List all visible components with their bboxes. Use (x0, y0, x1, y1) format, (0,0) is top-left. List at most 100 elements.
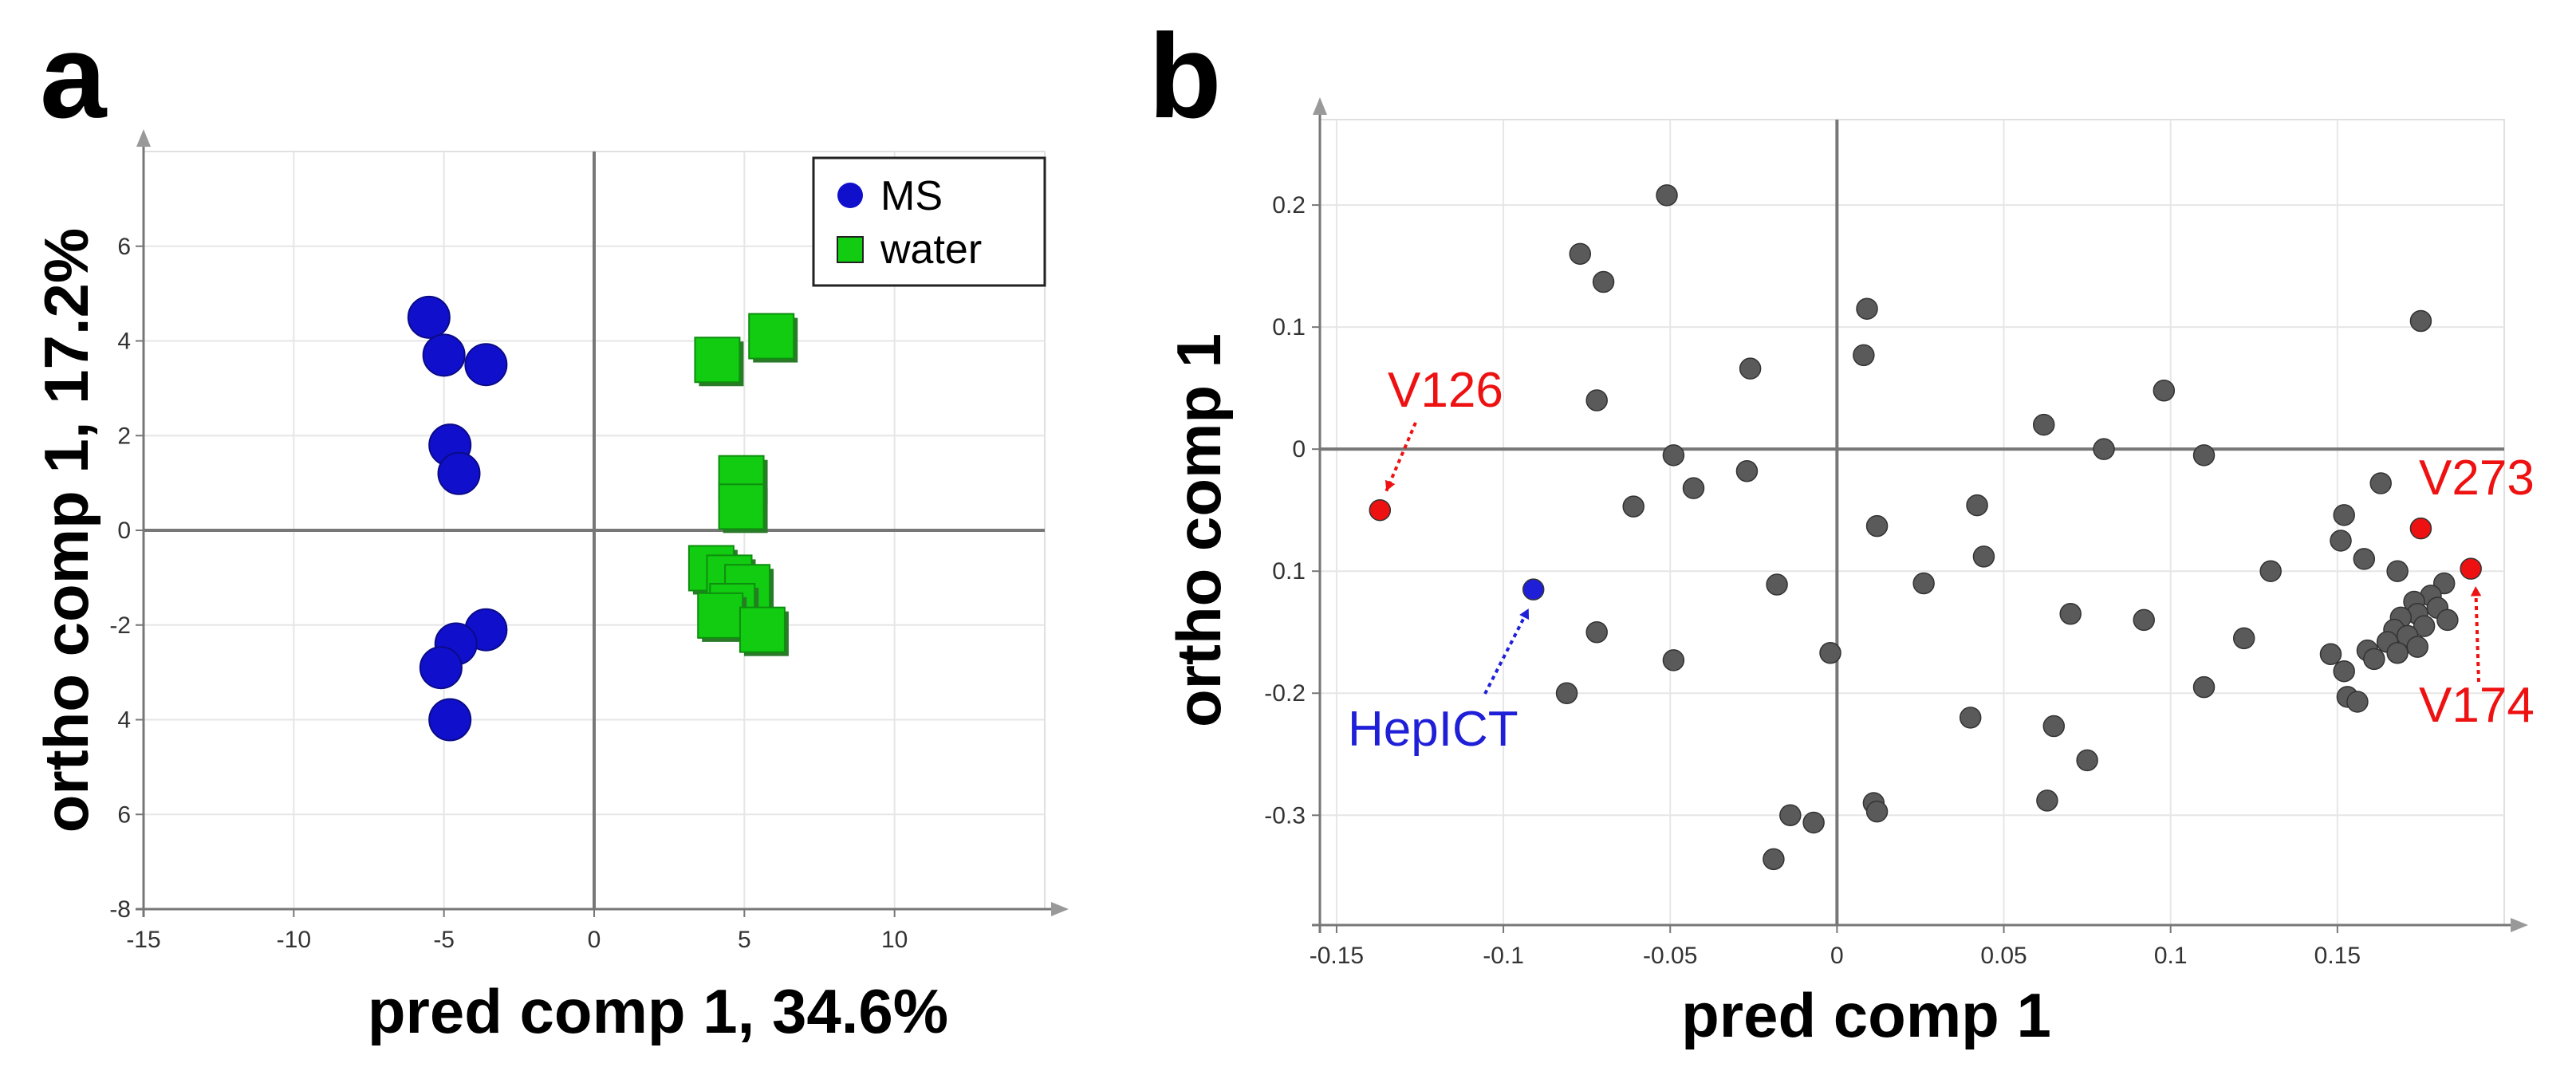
ms-point (437, 451, 481, 495)
variable-point (1739, 357, 1762, 380)
x-tick-label: -0.05 (1643, 943, 1697, 969)
variable-point (1662, 444, 1685, 467)
variable-point (2036, 790, 2058, 812)
annotation-dotted-line (1483, 608, 1530, 695)
panel-a-x-axis-title: pred comp 1, 34.6% (368, 976, 948, 1046)
variable-point (1865, 514, 1889, 538)
annotation-label: HepICT (1348, 702, 1518, 757)
y-tick-label: 4 (117, 329, 131, 355)
hepict-point (1522, 578, 1545, 601)
water-point (739, 606, 786, 653)
panel-a-points (407, 295, 798, 742)
y-tick-label: 2 (117, 423, 131, 449)
variable-point (1592, 270, 1615, 293)
annotation-label: V126 (1388, 363, 1503, 418)
legend-ms-label: MS (880, 173, 943, 219)
y-tick-label: 6 (117, 234, 131, 260)
y-tick-label: 0.1 (1272, 314, 1306, 341)
variable-point (1656, 184, 1678, 207)
y-tick-label: 6 (117, 801, 131, 828)
variable-point (1585, 389, 1608, 411)
variable-point (1779, 804, 1802, 827)
variable-point (2192, 675, 2216, 699)
x-tick-label: 0.15 (2314, 943, 2361, 969)
panel-b-x-axis-title: pred comp 1 (1681, 980, 2051, 1050)
legend-water-label: water (880, 226, 982, 273)
y-axis-arrow (136, 129, 151, 147)
water-point (694, 337, 741, 384)
variable-point (1966, 494, 1988, 517)
variable-point (2319, 643, 2342, 666)
variable-point (1622, 495, 1644, 518)
water-point (718, 483, 765, 530)
legend-box (812, 156, 1046, 287)
variable-point (1682, 477, 1705, 499)
x-tick-label: -5 (433, 927, 455, 953)
variable-point (2363, 648, 2385, 671)
panel-a-scatter-plot: -15 -10 -5 0 5 10 -8 6 4 -2 0 2 4 6 MS water pred co… (31, 129, 1069, 1046)
panel-b-annotations: V126 V273 V174 HepICT (1348, 363, 2535, 757)
variable-point (2076, 749, 2098, 772)
variable-point (2409, 309, 2432, 333)
legend-water-marker (837, 236, 864, 263)
x-tick-label: 0 (588, 927, 601, 953)
variable-point (2042, 715, 2066, 738)
variable-point (2386, 560, 2409, 582)
panel-b-axes (1312, 97, 2528, 933)
legend-ms-marker (837, 183, 863, 208)
y-tick-label: -0.2 (1264, 680, 1306, 707)
variable-point (1853, 344, 1875, 367)
variable-point (2406, 636, 2428, 658)
panel-b-plot-area (1319, 119, 2505, 926)
variable-point (2333, 660, 2355, 683)
panel-a-y-ticks: -8 6 4 -2 0 2 4 6 (109, 234, 144, 923)
y-tick-label: 0 (1292, 436, 1306, 463)
x-tick-label: 5 (738, 927, 751, 953)
ms-point (419, 646, 463, 690)
ms-point (407, 295, 451, 339)
ms-point (464, 343, 508, 387)
variable-point (1912, 572, 1935, 595)
variable-point (1959, 707, 1982, 729)
annotation-arrowhead (1519, 608, 1530, 620)
variable-point (2386, 641, 2409, 664)
panel-b-y-ticks: -0.3 -0.2 0.1 0 0.1 0.2 (1264, 192, 1320, 829)
x-axis-arrow (2511, 918, 2528, 932)
y-tick-label: -8 (109, 896, 131, 923)
variable-point (1735, 459, 1759, 482)
variable-point (1865, 800, 1889, 823)
variable-point (2032, 413, 2055, 436)
annotation-label: V174 (2419, 678, 2535, 733)
variable-point (1856, 297, 1878, 320)
variable-point (1766, 573, 1788, 596)
panel-a-x-ticks: -15 -10 -5 0 5 10 (126, 909, 908, 953)
variable-point (2133, 608, 2155, 632)
variable-point (1802, 811, 1825, 834)
variable-point (1819, 641, 1841, 664)
y-tick-label: -0.3 (1264, 802, 1306, 829)
annotation-label: V273 (2419, 451, 2535, 506)
x-tick-label: -10 (277, 927, 311, 953)
variable-point (2153, 379, 2176, 402)
variable-point (2353, 548, 2376, 570)
x-tick-label: 0.05 (1980, 943, 2027, 969)
panel-b-x-ticks: -0.15 -0.1 -0.05 0 0.05 0.1 0.15 (1310, 925, 2361, 969)
variable-point (2192, 444, 2216, 467)
variable-point (1555, 682, 1578, 704)
variable-point (2059, 603, 2082, 625)
x-tick-label: 0 (1830, 943, 1844, 969)
variable-point (2436, 608, 2459, 632)
panel-b-y-axis-title: ortho comp 1 (1164, 333, 1234, 727)
variable-point (2093, 438, 2115, 460)
variable-point (2232, 627, 2255, 650)
x-tick-label: 0.1 (2154, 943, 2188, 969)
variable-point (2330, 530, 2352, 552)
panel-b-scatter-plot: -0.15 -0.1 -0.05 0 0.05 0.1 0.15 -0.3 -0.2 0.1 0 0… (1164, 97, 2535, 1050)
variable-point (2333, 504, 2355, 526)
x-tick-label: -0.1 (1483, 943, 1524, 969)
variable-point (2259, 560, 2282, 582)
variable-point (2346, 691, 2369, 713)
panel-a-y-axis-title: ortho comp 1, 17.2% (31, 228, 101, 833)
y-tick-label: 0.1 (1272, 558, 1306, 585)
